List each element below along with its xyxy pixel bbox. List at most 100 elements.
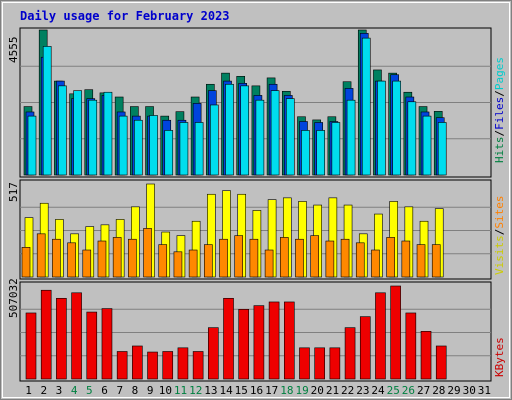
requests-ymax-label: 4555 [7,37,20,64]
pages-bar [134,119,143,176]
legend-entry: / [493,130,506,137]
pages-bar [377,80,386,176]
pages-bar [58,85,67,176]
sites-bar [82,249,92,278]
sites-bar [158,244,168,278]
sites-bar [52,238,61,278]
sites-bar [36,233,46,278]
chart-title: Daily usage for February 2023 [20,9,230,23]
x-tick-label: 4 [71,384,78,397]
sites-bar [416,244,426,278]
kbytes-bar [40,289,52,380]
requests-legend: Hits/Files/Pages [493,57,506,163]
sites-bar [279,237,289,278]
kbytes-bar [116,351,128,380]
x-tick-label: 30 [463,384,476,397]
x-tick-label: 27 [417,384,430,397]
kbytes-bar [268,301,280,380]
legend-entry: Visits [493,235,506,275]
sites-bar [112,237,122,278]
kbytes-bar [390,285,401,380]
sites-bar [340,238,350,278]
kbytes-bar [344,327,356,380]
x-axis-labels: 1 2 3 4 5 6 7 8 9 10 11 12 13 14 15 16 17 18 19 20 21 22 23 24 2… [25,384,491,397]
kbytes-bar [435,345,447,380]
volume-ymax-label: 507032 [7,278,20,318]
sites-bar [234,235,244,278]
sites-bar [21,247,31,278]
kbytes-bar [223,297,234,380]
legend-entry: KBytes [493,337,506,377]
kbytes-bar [405,312,417,380]
sites-bar [173,251,183,278]
pages-bar [331,122,341,176]
x-tick-label: 31 [478,384,491,397]
pages-bar [285,98,295,176]
pages-bar [407,101,417,176]
legend-entry: Files [493,97,506,130]
x-tick-label: 24 [371,384,385,397]
kbytes-bar [359,316,371,380]
kbytes-bar [177,347,189,380]
legend-entry: / [493,229,506,236]
x-tick-label: 22 [341,384,354,397]
pages-bar [42,46,52,176]
sites-bar [143,228,152,278]
sites-bar [401,240,411,278]
pages-bar [301,130,310,176]
x-tick-label: 8 [132,384,139,397]
legend-entry: Sites [493,196,506,229]
kbytes-bar [71,292,82,380]
pages-bar [179,122,189,176]
visitors-ymax-label: 517 [7,182,20,202]
pages-bar [164,130,174,176]
x-tick-label: 6 [101,384,108,397]
kbytes-bar [329,347,341,380]
pages-bar [437,122,447,176]
x-tick-label: 10 [159,384,172,397]
pages-bar [149,115,158,176]
sites-bar [97,240,107,278]
sites-bar [355,242,365,278]
bars [21,29,447,380]
pages-bar [118,115,128,176]
x-tick-label: 9 [147,384,154,397]
x-tick-label: 14 [219,384,233,397]
kbytes-bar [132,345,143,380]
pages-bar [194,122,204,176]
kbytes-bar [420,331,432,380]
x-tick-label: 11 [174,384,187,397]
kbytes-bar [375,292,386,380]
x-tick-label: 13 [204,384,217,397]
pages-bar [346,99,356,176]
kbytes-bar [147,351,158,380]
kbytes-bar [299,347,310,380]
pages-bar [73,90,82,176]
kbytes-bar [192,351,204,380]
pages-bar [255,99,265,176]
sites-bar [219,238,228,278]
kbytes-bar [314,347,325,380]
kbytes-bar [208,327,219,380]
kbytes-bar [283,301,295,380]
pages-bar [361,37,371,176]
kbytes-bar [101,308,113,380]
x-tick-label: 19 [295,384,308,397]
sites-bar [325,240,335,278]
sites-bar [204,244,213,278]
pages-bar [316,130,325,176]
pages-bar [103,91,113,176]
pages-bar [225,83,234,176]
x-tick-label: 5 [86,384,93,397]
legend-entry: Pages [493,57,506,90]
pages-bar [392,80,401,176]
x-tick-label: 29 [447,384,460,397]
sites-bar [310,235,319,278]
sites-bar [249,238,259,278]
sites-bar [295,238,304,278]
sites-bar [128,238,137,278]
kbytes-bar [253,305,265,380]
legend-entry: Hits [493,137,506,164]
